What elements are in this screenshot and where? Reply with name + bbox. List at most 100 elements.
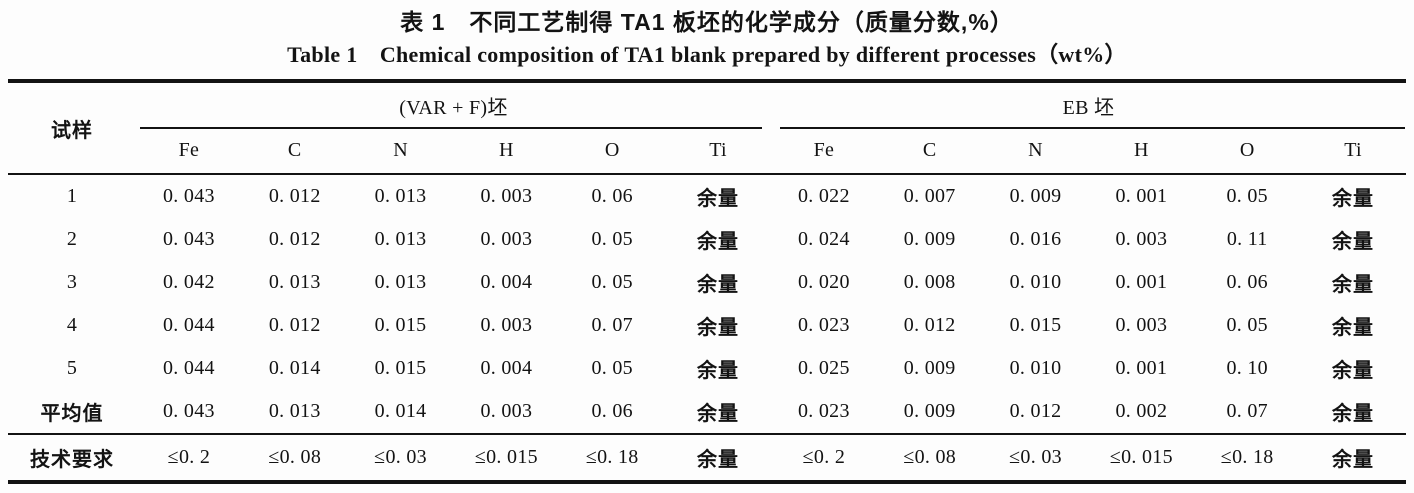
value-cell: 0. 05 — [591, 271, 633, 293]
value-cell: 余量 — [697, 231, 740, 253]
value-cell: ≤0. 18 — [585, 446, 639, 468]
element-column-header: H — [1088, 128, 1195, 175]
table-row: 4 0. 044 0. 012 0. 015 0. 003 0. 07 余量 0. 023 0.… — [8, 304, 1406, 347]
value-cell: ≤0. 08 — [903, 446, 957, 468]
element-column-header: Fe — [770, 128, 877, 175]
value-cell: 0. 001 — [1115, 357, 1168, 379]
group-header-var-f: (VAR + F)坯 — [136, 81, 771, 128]
value-cell: 0. 008 — [903, 271, 956, 293]
table-row: 1 0. 043 0. 012 0. 013 0. 003 0. 06 余量 0. 022 0.… — [8, 174, 1406, 218]
row-label: 1 — [66, 185, 78, 207]
value-cell: 余量 — [665, 390, 771, 435]
value-cell: 0. 014 — [347, 390, 454, 435]
value-cell: 0. 001 — [1115, 271, 1168, 293]
value-cell: 0. 012 — [268, 228, 321, 250]
value-cell: 0. 010 — [1009, 357, 1062, 379]
value-cell: 0. 015 — [1009, 314, 1062, 336]
value-cell: 0. 043 — [136, 390, 242, 435]
element-column-header: Ti — [665, 128, 771, 175]
value-cell: ≤0. 03 — [374, 446, 427, 468]
value-cell: 0. 015 — [374, 357, 427, 379]
value-cell: 0. 003 — [480, 185, 533, 207]
value-cell: 0. 014 — [268, 357, 321, 379]
value-cell: 0. 013 — [374, 228, 427, 250]
value-cell: 0. 10 — [1226, 357, 1268, 379]
group-header-eb: EB 坯 — [771, 81, 1406, 128]
value-cell: 0. 06 — [559, 390, 666, 435]
value-cell: 余量 — [697, 449, 740, 471]
row-label: 技术要求 — [30, 449, 114, 471]
value-cell: 余量 — [1332, 274, 1375, 296]
value-cell: 余量 — [697, 360, 740, 382]
value-cell: ≤0. 03 — [1009, 446, 1062, 468]
value-cell: 余量 — [697, 188, 740, 210]
value-cell: 0. 07 — [591, 314, 633, 336]
value-cell: 0. 06 — [1226, 271, 1268, 293]
value-cell: 余量 — [1300, 390, 1406, 435]
value-cell: 0. 002 — [1088, 390, 1195, 435]
value-cell: 0. 044 — [163, 357, 215, 379]
table-title-chinese: 表 1 不同工艺制得 TA1 板坯的化学成分（质量分数,%） — [400, 9, 1014, 35]
element-column-header: Ti — [1300, 128, 1406, 175]
value-cell: 0. 012 — [268, 185, 321, 207]
sample-column-header: 试样 — [8, 81, 136, 175]
value-cell: 0. 009 — [903, 228, 956, 250]
table-row: 平均值 0. 043 0. 013 0. 014 0. 003 0. 06 余量 0. 023… — [8, 390, 1406, 435]
row-label: 5 — [66, 357, 78, 379]
element-column-header: Fe — [136, 128, 242, 175]
row-label: 4 — [66, 314, 78, 336]
value-cell: 余量 — [1332, 449, 1375, 471]
element-column-header: O — [1194, 128, 1301, 175]
table-titles: 表 1 不同工艺制得 TA1 板坯的化学成分（质量分数,%） Table 1 C… — [0, 0, 1414, 70]
table-row: 5 0. 044 0. 014 0. 015 0. 004 0. 05 余量 0. 025 0.… — [8, 347, 1406, 390]
value-cell: 0. 023 — [797, 314, 850, 336]
value-cell: 0. 05 — [1226, 185, 1268, 207]
value-cell: 0. 003 — [480, 228, 533, 250]
value-cell: 余量 — [1332, 231, 1375, 253]
value-cell: 0. 013 — [374, 271, 427, 293]
element-column-header: H — [453, 128, 560, 175]
element-column-header: O — [559, 128, 666, 175]
value-cell: 0. 044 — [163, 314, 215, 336]
value-cell: 0. 003 — [453, 390, 560, 435]
value-cell: 0. 009 — [1009, 185, 1062, 207]
value-cell: 0. 003 — [1115, 314, 1168, 336]
value-cell: 0. 023 — [770, 390, 877, 435]
value-cell: 0. 012 — [903, 314, 956, 336]
value-cell: 0. 05 — [591, 357, 633, 379]
value-cell: 0. 05 — [591, 228, 633, 250]
table-body: 1 0. 043 0. 012 0. 013 0. 003 0. 06 余量 0. 022 0.… — [8, 174, 1406, 482]
value-cell: ≤0. 015 — [1109, 446, 1173, 468]
value-cell: 0. 043 — [163, 228, 215, 250]
value-cell: 0. 003 — [1115, 228, 1168, 250]
value-cell: 0. 11 — [1226, 228, 1268, 250]
value-cell: 0. 013 — [268, 271, 321, 293]
composition-table: 试样 (VAR + F)坯 EB 坯 Fe C N H O Ti Fe C N H O Ti 1 0. … — [8, 79, 1406, 484]
table-row: 3 0. 042 0. 013 0. 013 0. 004 0. 05 余量 0. 020 0.… — [8, 261, 1406, 304]
value-cell: 余量 — [1332, 188, 1375, 210]
element-column-header: N — [982, 128, 1089, 175]
value-cell: ≤0. 18 — [1220, 446, 1274, 468]
element-header-row: Fe C N H O Ti Fe C N H O Ti — [8, 128, 1406, 175]
value-cell: 0. 043 — [163, 185, 215, 207]
group-header-row: 试样 (VAR + F)坯 EB 坯 — [8, 81, 1406, 175]
table-row: 技术要求 ≤0. 2 ≤0. 08 ≤0. 03 ≤0. 015 ≤0. 18 余量 ≤0. … — [8, 434, 1406, 482]
value-cell: ≤0. 08 — [268, 446, 322, 468]
value-cell: ≤0. 2 — [167, 446, 211, 468]
value-cell: 0. 007 — [903, 185, 956, 207]
value-cell: 余量 — [1332, 317, 1375, 339]
value-cell: 0. 013 — [374, 185, 427, 207]
value-cell: 0. 004 — [480, 271, 533, 293]
value-cell: 余量 — [1332, 360, 1375, 382]
value-cell: 0. 016 — [1009, 228, 1062, 250]
row-label: 平均值 — [8, 390, 136, 435]
value-cell: 0. 009 — [876, 390, 983, 435]
value-cell: ≤0. 015 — [474, 446, 538, 468]
value-cell: 0. 020 — [797, 271, 850, 293]
value-cell: 0. 013 — [241, 390, 348, 435]
element-column-header: C — [241, 128, 348, 175]
value-cell: 0. 012 — [268, 314, 321, 336]
value-cell: 余量 — [697, 274, 740, 296]
value-cell: 0. 024 — [797, 228, 850, 250]
